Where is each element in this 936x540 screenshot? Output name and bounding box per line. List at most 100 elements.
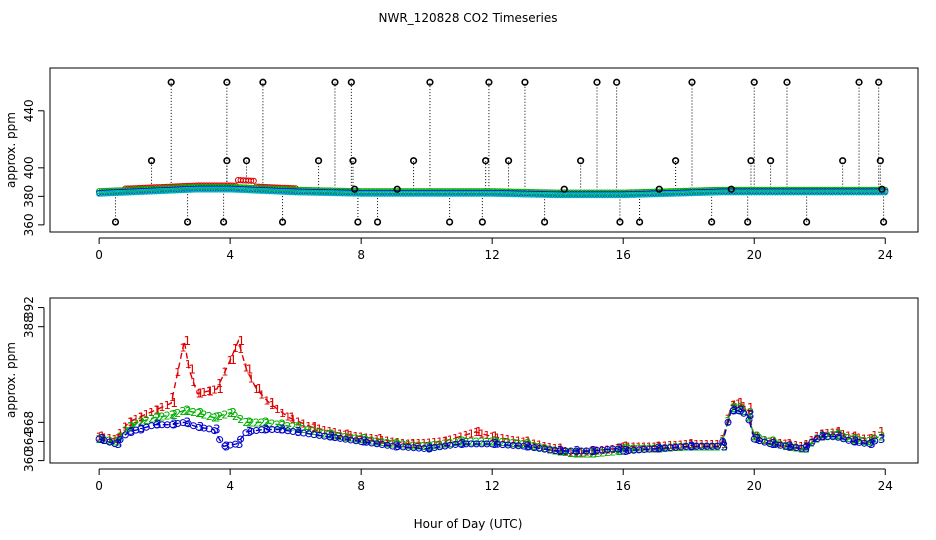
series-1-label: 1 bbox=[216, 382, 224, 396]
series-1-marker: 1 bbox=[740, 400, 747, 413]
series-2-label: 2 bbox=[688, 439, 696, 453]
series-2-marker: 2 bbox=[253, 416, 260, 429]
bottom-x-tick-label: 16 bbox=[616, 479, 631, 493]
series-2-marker: 2 bbox=[138, 416, 145, 429]
series-1-marker: 1 bbox=[389, 435, 396, 448]
series-1-marker: 1 bbox=[415, 437, 422, 450]
series-3-marker bbox=[525, 443, 533, 451]
series-3-marker bbox=[766, 440, 774, 448]
top-x-tick-label: 12 bbox=[485, 248, 500, 262]
series-1-label: 1 bbox=[590, 444, 598, 458]
series-3-marker bbox=[116, 436, 124, 444]
series-1-marker: 1 bbox=[400, 437, 407, 450]
series-3-marker bbox=[593, 446, 601, 454]
series-3-marker bbox=[163, 421, 171, 429]
series-3-marker bbox=[792, 444, 800, 452]
series-2-label: 2 bbox=[360, 432, 368, 446]
series-1-marker: 1 bbox=[510, 434, 517, 447]
bottom-x-tick-label: 4 bbox=[226, 479, 234, 493]
series-2-label: 2 bbox=[229, 406, 237, 420]
series-2-marker: 2 bbox=[106, 435, 113, 448]
series-3-line bbox=[98, 409, 880, 452]
series-1-label: 1 bbox=[183, 334, 191, 348]
series-3-label: 3 bbox=[803, 442, 811, 456]
series-2-label: 2 bbox=[154, 411, 162, 425]
series-1-marker: 1 bbox=[410, 438, 417, 451]
series-3-marker bbox=[640, 446, 648, 454]
spike-point bbox=[855, 78, 863, 86]
series-3-marker bbox=[368, 439, 376, 447]
series-3-marker bbox=[174, 420, 182, 428]
top-panel-points bbox=[96, 78, 889, 226]
series-3-marker bbox=[452, 440, 460, 448]
series-1-label: 1 bbox=[197, 387, 205, 401]
series-3-marker bbox=[829, 433, 837, 441]
series-3-label: 3 bbox=[138, 423, 146, 437]
series-3-marker bbox=[410, 444, 418, 452]
series-3-marker bbox=[546, 446, 554, 454]
series-3-marker bbox=[331, 434, 339, 442]
series-3-marker bbox=[310, 431, 318, 439]
series-2-marker: 2 bbox=[504, 437, 511, 450]
series-2-marker: 2 bbox=[384, 437, 391, 450]
series-2-label: 2 bbox=[213, 411, 221, 425]
series-2-marker: 2 bbox=[352, 432, 359, 445]
series-3-marker bbox=[268, 426, 276, 434]
series-2-marker: 2 bbox=[871, 433, 878, 446]
series-1-marker: 1 bbox=[814, 430, 821, 443]
series-1-marker: 1 bbox=[677, 438, 684, 451]
series-1-marker: 1 bbox=[195, 387, 202, 400]
series-3-marker bbox=[378, 441, 386, 449]
series-1-marker: 1 bbox=[164, 399, 171, 412]
top-x-tick-label: 0 bbox=[95, 248, 103, 262]
series-3-marker bbox=[787, 443, 795, 451]
series-1-marker: 1 bbox=[321, 424, 328, 437]
series-3-marker bbox=[336, 434, 344, 442]
series-1-marker: 1 bbox=[552, 442, 559, 455]
series-3-marker bbox=[693, 442, 701, 450]
series-3-marker bbox=[577, 447, 585, 455]
series-3-marker bbox=[258, 426, 266, 434]
series-2-marker: 2 bbox=[269, 418, 276, 431]
series-3-marker bbox=[472, 440, 480, 448]
top-x-tick-label: 20 bbox=[747, 248, 762, 262]
series-3-marker bbox=[651, 445, 659, 453]
series-3-marker bbox=[226, 441, 234, 449]
series-2-marker: 2 bbox=[331, 429, 338, 442]
series-1-marker: 1 bbox=[211, 384, 218, 397]
series-3-marker bbox=[598, 446, 606, 454]
bottom-y-tick-label: 368 bbox=[22, 411, 36, 434]
series-3-marker bbox=[499, 441, 507, 449]
series-3-marker bbox=[279, 426, 287, 434]
spike-point bbox=[314, 157, 323, 165]
series-1-marker: 1 bbox=[531, 437, 538, 450]
series-2-marker: 2 bbox=[426, 440, 433, 453]
series-3-marker bbox=[656, 444, 664, 452]
series-2-marker: 2 bbox=[483, 435, 490, 448]
series-3-label: 3 bbox=[223, 439, 231, 453]
spike-point bbox=[485, 78, 493, 86]
series-1-line bbox=[98, 338, 880, 455]
series-3-marker bbox=[520, 442, 528, 450]
series-1-label: 1 bbox=[819, 427, 827, 441]
series-2-marker: 2 bbox=[122, 425, 129, 438]
series-1-marker: 1 bbox=[368, 432, 375, 445]
series-2-label: 2 bbox=[246, 415, 254, 429]
spike-point bbox=[393, 185, 401, 193]
bottom-y-tick-label: 360 bbox=[22, 449, 36, 472]
series-3-label: 3 bbox=[295, 425, 303, 439]
series-3-marker bbox=[635, 446, 643, 454]
series-1-marker: 1 bbox=[174, 366, 181, 379]
series-1-marker: 1 bbox=[756, 432, 763, 445]
series-3-marker bbox=[467, 440, 475, 448]
series-1-marker: 1 bbox=[525, 436, 532, 449]
series-1-marker: 1 bbox=[352, 430, 359, 443]
series-3-marker bbox=[782, 442, 790, 450]
bottom-x-tick-label: 24 bbox=[878, 479, 893, 493]
spike-point bbox=[593, 78, 601, 86]
series-2-marker: 2 bbox=[216, 410, 223, 423]
series-3-marker bbox=[504, 441, 512, 449]
series-1-marker: 1 bbox=[295, 415, 302, 428]
spike-point bbox=[167, 78, 175, 86]
series-3-marker bbox=[415, 444, 423, 452]
